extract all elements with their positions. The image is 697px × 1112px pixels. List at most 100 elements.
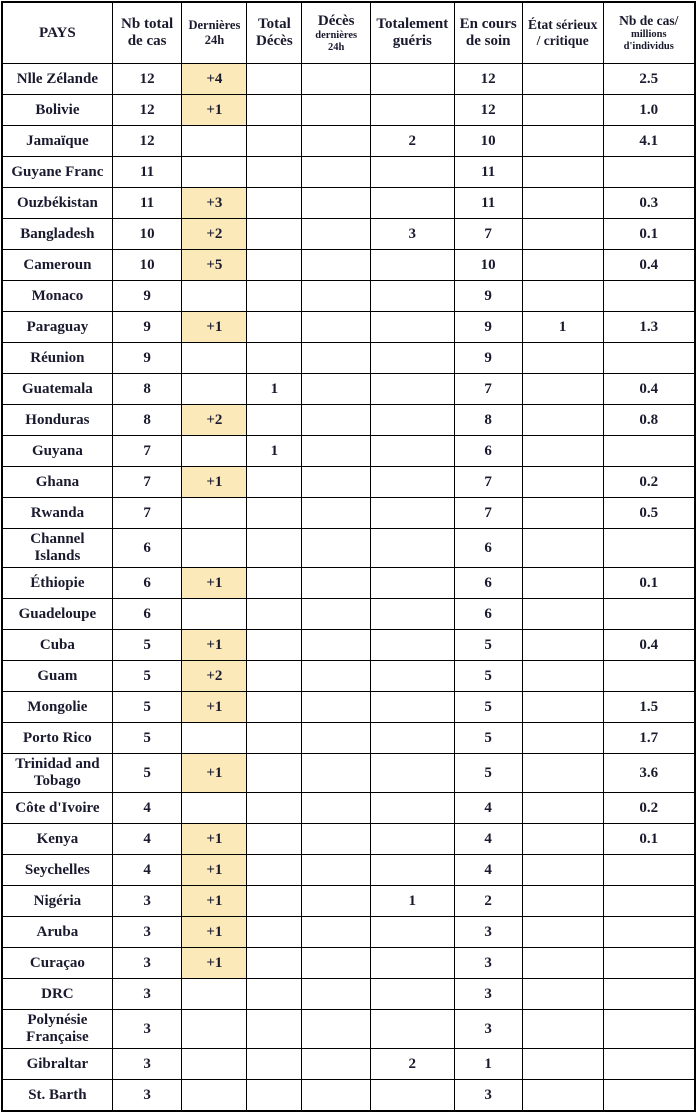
cell-recovered — [370, 947, 455, 979]
cell-total_deaths — [246, 823, 303, 855]
cell-total_cases: 8 — [111, 404, 183, 436]
cell-new_deaths — [301, 249, 372, 281]
table-row: Curaçao 3 +1 3 — [1, 947, 696, 979]
cell-new_cases: +2 — [181, 404, 248, 436]
header-line: Total — [257, 16, 291, 32]
cell-active: 3 — [453, 916, 523, 948]
cell-pays: Curaçao — [1, 947, 113, 979]
cell-new_deaths — [301, 823, 372, 855]
cell-new_cases — [181, 497, 248, 529]
cell-serious — [521, 249, 604, 281]
cell-per_million: 1.3 — [602, 311, 696, 343]
cell-per_million — [602, 280, 696, 312]
cell-serious — [521, 722, 604, 754]
cell-new_deaths — [301, 1079, 372, 1112]
cell-new_deaths — [301, 854, 372, 886]
cell-recovered — [370, 753, 455, 793]
cell-per_million: 4.1 — [602, 125, 696, 157]
header-line: Totalement — [376, 16, 449, 32]
table-row: Réunion 9 9 — [1, 342, 696, 374]
cell-per_million — [602, 978, 696, 1010]
cell-recovered — [370, 311, 455, 343]
cell-active: 12 — [453, 94, 523, 126]
cell-serious — [521, 885, 604, 917]
table-head: PAYS Nb total de cas Dernières 24h Total Décès… — [1, 1, 696, 64]
cell-per_million — [602, 598, 696, 630]
cell-total_deaths — [246, 311, 303, 343]
column-header-per_million: Nb de cas/millions d'individus — [602, 1, 696, 64]
header-line: État sérieux — [527, 17, 598, 32]
cell-new_deaths — [301, 63, 372, 95]
cell-total_deaths — [246, 854, 303, 886]
cell-serious — [521, 1079, 604, 1112]
cell-active: 7 — [453, 218, 523, 250]
cell-per_million — [602, 156, 696, 188]
cell-total_deaths — [246, 947, 303, 979]
cell-recovered — [370, 660, 455, 692]
cell-recovered — [370, 466, 455, 498]
cell-recovered — [370, 722, 455, 754]
cell-total_cases: 3 — [111, 947, 183, 979]
cell-recovered — [370, 567, 455, 599]
cell-recovered — [370, 978, 455, 1010]
cell-new_deaths — [301, 218, 372, 250]
cell-total_deaths — [246, 94, 303, 126]
table-row: Aruba 3 +1 3 — [1, 916, 696, 948]
cell-total_cases: 3 — [111, 916, 183, 948]
cell-pays: DRC — [1, 978, 113, 1010]
cell-active: 5 — [453, 722, 523, 754]
cell-new_cases: +2 — [181, 218, 248, 250]
cell-total_cases: 4 — [111, 792, 183, 824]
header-line: En cours — [459, 16, 517, 32]
cell-pays: Monaco — [1, 280, 113, 312]
cell-recovered — [370, 94, 455, 126]
cell-per_million: 2.5 — [602, 63, 696, 95]
table-row: Polynésie Française 3 3 — [1, 1009, 696, 1049]
cell-new_cases — [181, 528, 248, 568]
cell-pays: Bolivie — [1, 94, 113, 126]
cell-recovered — [370, 373, 455, 405]
cell-pays: Polynésie Française — [1, 1009, 113, 1049]
cell-new_deaths — [301, 598, 372, 630]
cell-recovered — [370, 1079, 455, 1112]
cell-new_cases: +1 — [181, 311, 248, 343]
cell-per_million: 0.3 — [602, 187, 696, 219]
cell-new_cases — [181, 598, 248, 630]
cell-serious — [521, 978, 604, 1010]
cell-pays: Aruba — [1, 916, 113, 948]
header-line: guéris — [392, 33, 432, 49]
cell-total_deaths — [246, 63, 303, 95]
cell-serious — [521, 753, 604, 793]
cell-new_cases: +4 — [181, 63, 248, 95]
table-row: Gibraltar 3 2 1 — [1, 1048, 696, 1080]
cell-total_deaths — [246, 916, 303, 948]
table-row: Nlle Zélande 12 +4 12 2.5 — [1, 63, 696, 95]
cell-total_deaths — [246, 629, 303, 661]
cell-total_cases: 8 — [111, 373, 183, 405]
cell-per_million — [602, 342, 696, 374]
table-row: Channel Islands 6 6 — [1, 528, 696, 568]
cell-total_cases: 3 — [111, 1048, 183, 1080]
cell-active: 12 — [453, 63, 523, 95]
cell-new_deaths — [301, 978, 372, 1010]
cell-per_million: 1.5 — [602, 691, 696, 723]
cell-new_deaths — [301, 435, 372, 467]
table-row: Guyana 7 1 6 — [1, 435, 696, 467]
table-body: Nlle Zélande 12 +4 12 2.5 Bolivie 12 +1 12 1.0 Jam… — [1, 63, 696, 1112]
cell-recovered — [370, 342, 455, 374]
table-row: Rwanda 7 7 0.5 — [1, 497, 696, 529]
cell-new_cases — [181, 342, 248, 374]
cell-serious — [521, 854, 604, 886]
cell-new_deaths — [301, 722, 372, 754]
cell-active: 3 — [453, 1079, 523, 1112]
cell-new_deaths — [301, 792, 372, 824]
cell-new_cases — [181, 792, 248, 824]
column-header-serious: État sérieux / critique — [521, 1, 604, 64]
table-row: Trinidad and Tobago 5 +1 5 3.6 — [1, 753, 696, 793]
cell-active: 4 — [453, 854, 523, 886]
cell-pays: Guyana — [1, 435, 113, 467]
cell-recovered — [370, 792, 455, 824]
cell-per_million — [602, 947, 696, 979]
